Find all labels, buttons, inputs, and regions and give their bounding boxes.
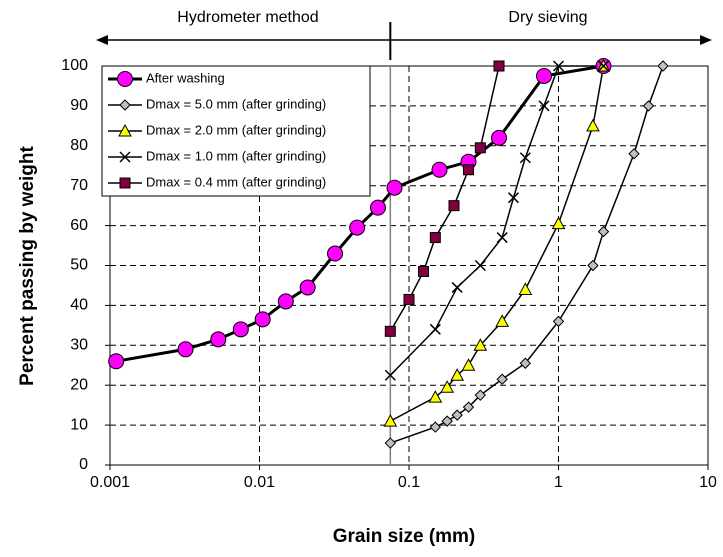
data-point	[418, 266, 428, 276]
arrow-head	[96, 35, 108, 45]
data-point	[599, 227, 609, 237]
y-tick-label: 80	[70, 137, 88, 154]
data-point	[449, 201, 459, 211]
data-point	[255, 312, 270, 327]
x-tick-label: 0.1	[398, 474, 420, 491]
series-line	[390, 66, 603, 375]
data-point	[537, 68, 552, 83]
data-point	[492, 130, 507, 145]
y-tick-label: 30	[70, 337, 88, 354]
data-point	[118, 72, 133, 87]
data-point	[658, 61, 668, 71]
data-point	[404, 294, 414, 304]
data-point	[300, 280, 315, 295]
y-tick-label: 60	[70, 217, 88, 234]
data-point	[387, 180, 402, 195]
data-point	[385, 438, 395, 448]
legend-label: Dmax = 0.4 mm (after grinding)	[146, 174, 326, 189]
x-tick-label: 0.001	[90, 474, 130, 491]
x-tick-label: 10	[699, 474, 717, 491]
data-point	[508, 193, 518, 203]
series-line	[390, 66, 663, 443]
data-point	[497, 374, 507, 384]
data-point	[452, 410, 462, 420]
x-tick-label: 0.01	[244, 474, 275, 491]
data-point	[588, 261, 598, 271]
data-point	[384, 415, 396, 426]
data-point	[328, 246, 343, 261]
legend-label: Dmax = 1.0 mm (after grinding)	[146, 148, 326, 163]
data-point	[211, 332, 226, 347]
legend-label: Dmax = 2.0 mm (after grinding)	[146, 122, 326, 137]
y-tick-label: 0	[79, 456, 88, 473]
data-point	[109, 354, 124, 369]
data-point	[385, 326, 395, 336]
data-point	[520, 153, 530, 163]
data-point	[497, 233, 507, 243]
data-point	[463, 165, 473, 175]
data-point	[430, 324, 440, 334]
y-tick-label: 40	[70, 297, 88, 314]
x-tick-label: 1	[554, 474, 563, 491]
y-tick-label: 10	[70, 416, 88, 433]
data-point	[629, 149, 639, 159]
data-point	[553, 218, 565, 229]
data-point	[278, 294, 293, 309]
y-tick-label: 100	[61, 57, 88, 74]
data-point	[475, 143, 485, 153]
annotation: Dry sieving	[508, 9, 587, 26]
data-point	[120, 178, 130, 188]
data-point	[462, 359, 474, 370]
y-tick-label: 90	[70, 97, 88, 114]
data-point	[430, 233, 440, 243]
data-point	[233, 322, 248, 337]
y-tick-label: 70	[70, 177, 88, 194]
data-point	[370, 200, 385, 215]
data-point	[178, 342, 193, 357]
annotation: Hydrometer method	[177, 9, 318, 26]
data-point	[496, 315, 508, 326]
data-point	[350, 220, 365, 235]
y-axis-label: Percent passing by weight	[17, 145, 38, 385]
legend-label: Dmax = 5.0 mm (after grinding)	[146, 96, 326, 111]
legend-label: After washing	[146, 70, 225, 85]
data-point	[494, 61, 504, 71]
data-point	[452, 282, 462, 292]
data-point	[430, 422, 440, 432]
x-axis-label: Grain size (mm)	[333, 526, 476, 547]
data-point	[644, 101, 654, 111]
data-point	[519, 283, 531, 294]
data-point	[587, 120, 599, 131]
data-point	[432, 162, 447, 177]
arrow-head	[700, 35, 712, 45]
y-tick-label: 20	[70, 376, 88, 393]
y-tick-label: 50	[70, 257, 88, 274]
